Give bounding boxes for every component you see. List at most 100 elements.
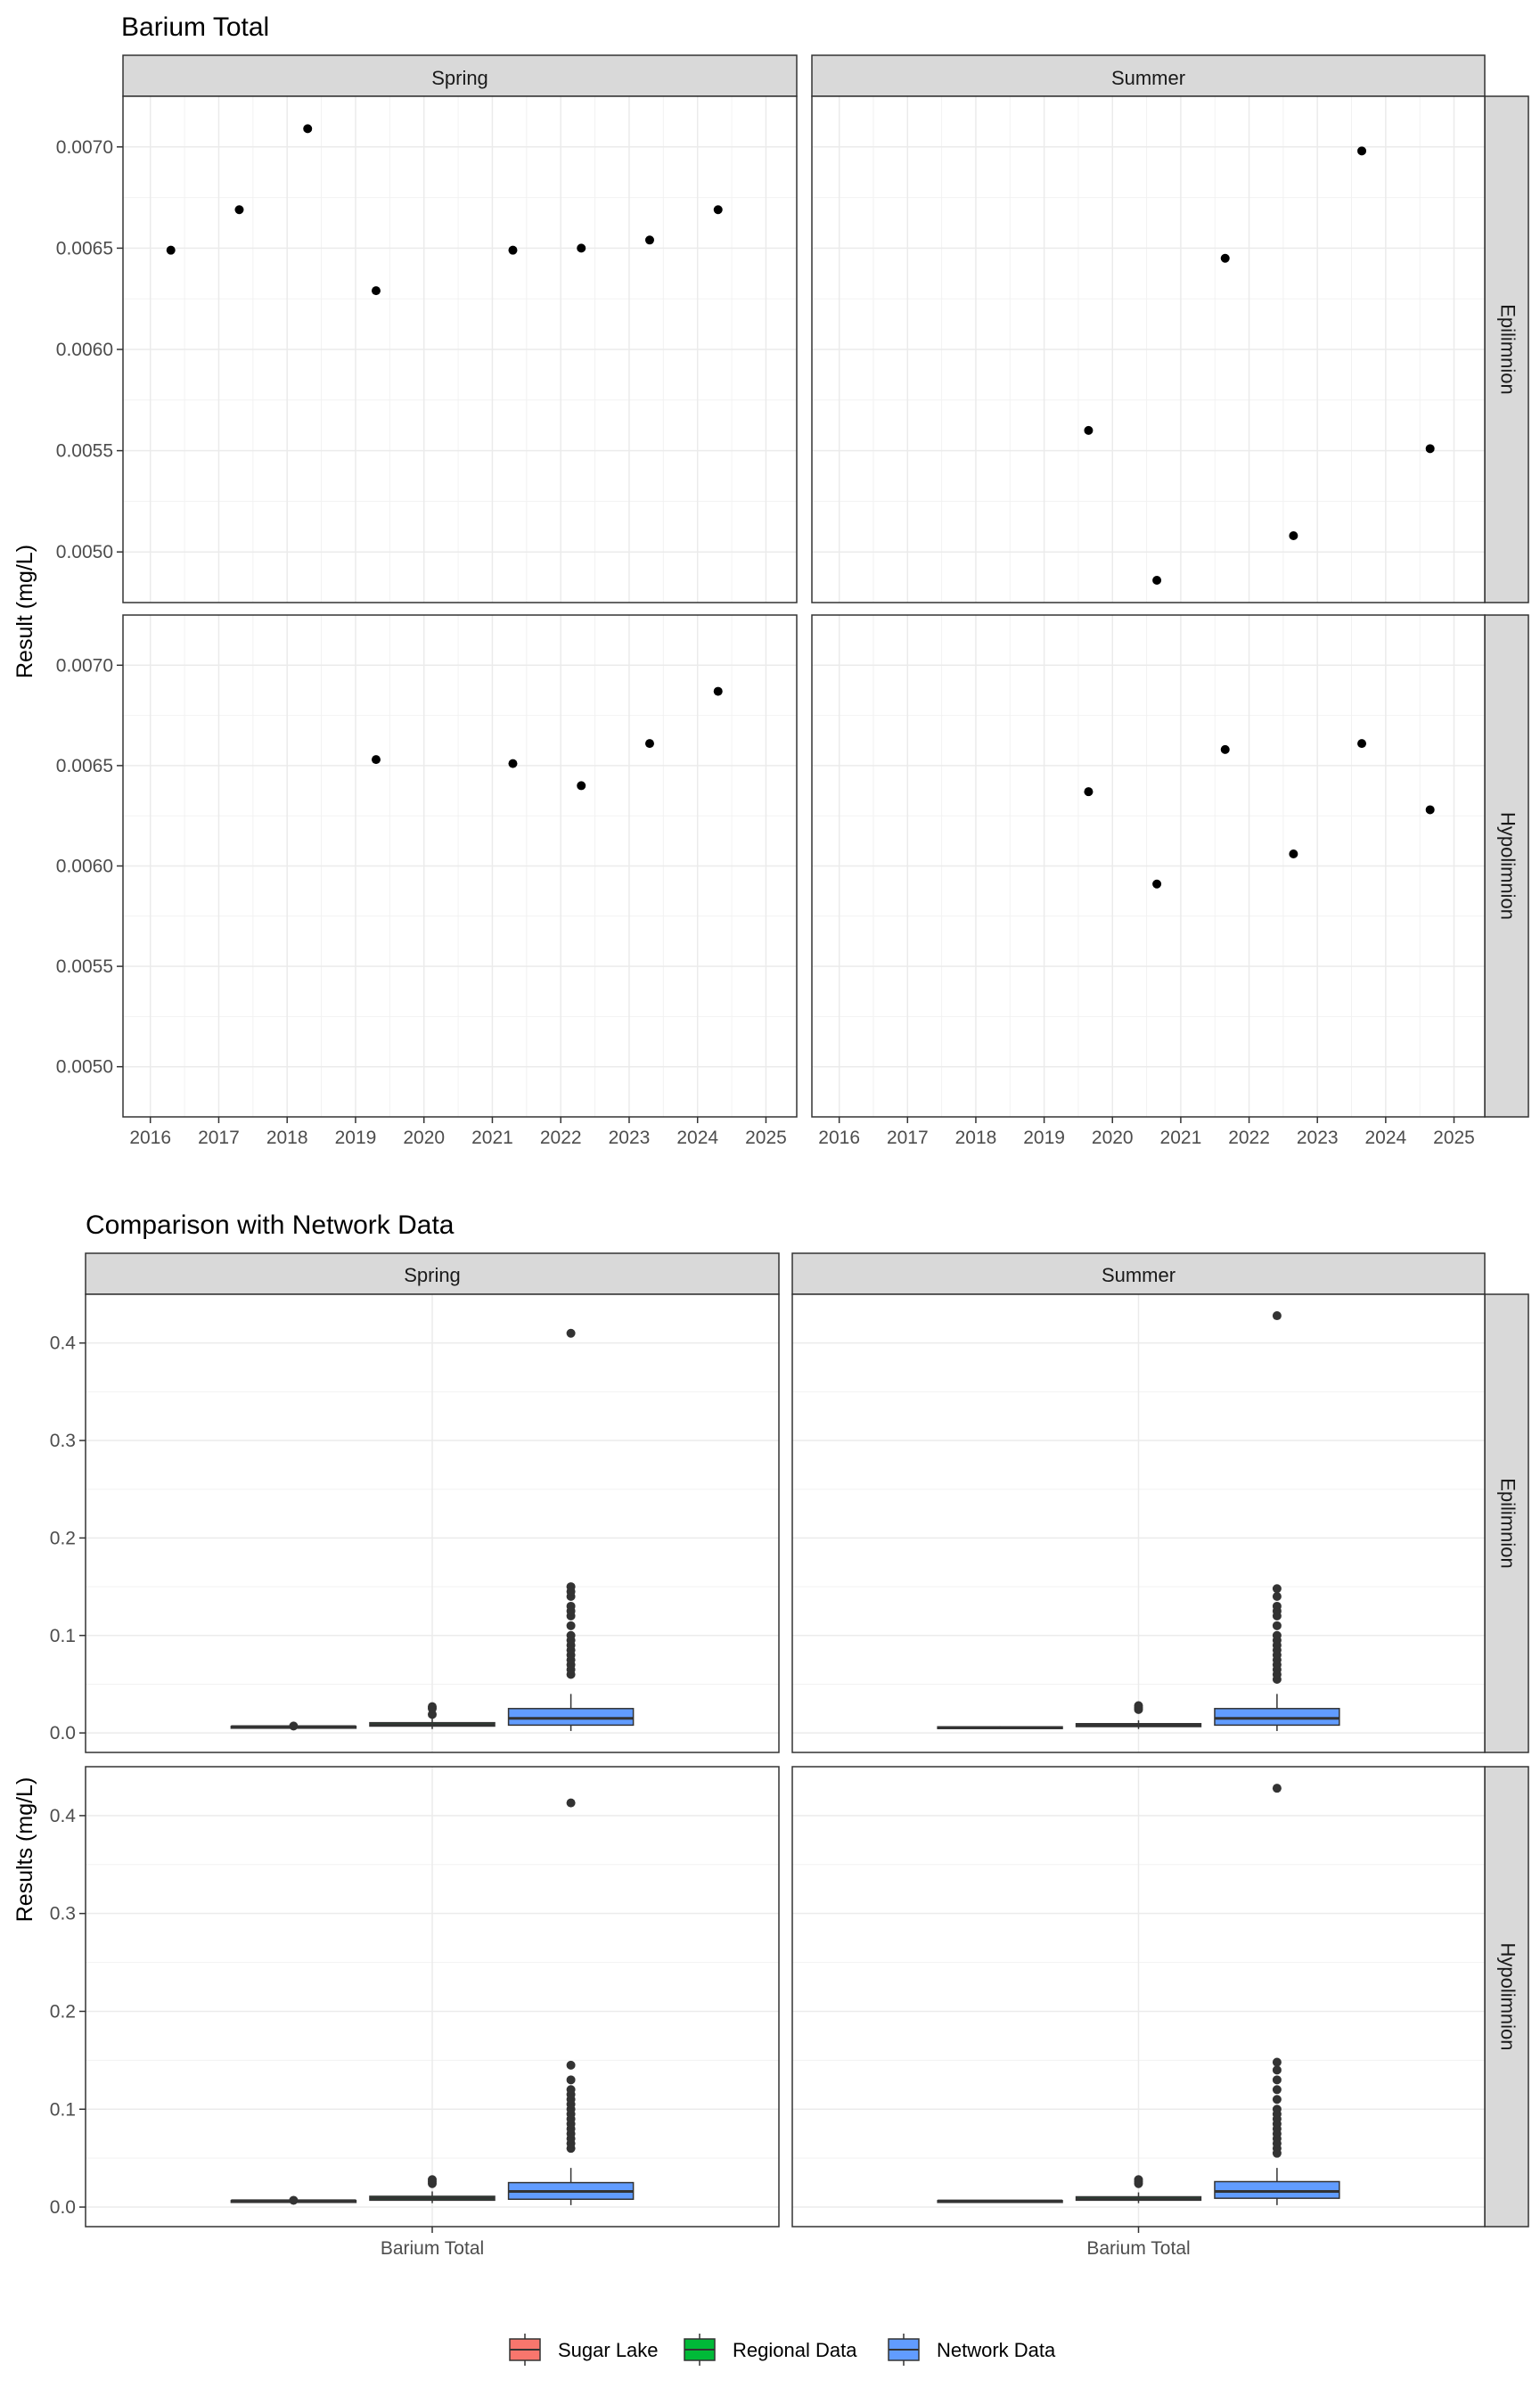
x-tick-label: 2021 [471,1128,513,1148]
x-tick-label: 2023 [1297,1128,1339,1148]
y-tick-label: 0.0 [50,1723,76,1744]
outlier-point [289,1721,299,1731]
x-tick-label: 2024 [676,1128,718,1148]
box-network-data [1214,1311,1340,1731]
data-point [508,759,518,768]
box-panel-summer-hypolimnion [791,1766,1486,2228]
facet-strip-label: Summer [1102,1264,1175,1286]
outlier-point [566,1621,576,1630]
box-network-data [507,1328,635,1731]
facet-strip-label: Hypolimnion [1497,812,1520,920]
outlier-point [1272,1784,1282,1793]
y-tick-label: 0.2 [50,1528,76,1548]
legend-key-network-data [888,2334,920,2366]
outlier-point [1272,1601,1282,1611]
x-tick-label: 2022 [1228,1128,1270,1148]
scatter-panel-spring-hypolimnion [122,614,798,1118]
y-tick-label: 0.0 [50,2197,76,2218]
data-point [371,755,381,765]
x-tick-label: 2020 [403,1128,445,1148]
y-tick-label: 0.0060 [56,340,113,360]
box-regional-data [369,2175,496,2203]
outlier-point [1272,1630,1282,1640]
outlier-point [1272,1621,1282,1630]
outlier-point [1272,2065,1282,2075]
box-regional-data [1075,2175,1202,2203]
x-tick-label: 2025 [745,1128,787,1148]
box-sugar-lake [230,1721,357,1731]
box-sugar-lake [937,2199,1063,2203]
y-tick-label: 0.0050 [56,542,113,562]
data-point [1220,744,1230,754]
x-tick-label: 2023 [609,1128,651,1148]
outlier-point [1272,2095,1282,2105]
data-point [1425,444,1435,454]
box-panel-spring-hypolimnion [85,1766,780,2228]
data-point [644,739,654,749]
facet-strip-hypolimnion [1484,614,1529,1118]
facet-strip-label: Spring [404,1264,461,1286]
y-tick-label: 0.0060 [56,857,113,877]
outlier-point [1272,2057,1282,2067]
y-tick-label: 0.3 [50,1431,76,1451]
panel-border [85,1293,780,1753]
y-tick-label: 0.3 [50,1904,76,1924]
box-network-data [507,1798,635,2205]
data-point [1357,146,1367,156]
scatter-facet-grid: Spring Summer Epilimnion Hypolimnion 0.0050 0… [56,54,1529,1148]
facet-strip-spring [122,54,798,97]
data-point [371,286,381,296]
data-point [1357,739,1367,749]
box-y-axis-label: Results (mg/L) [12,1777,37,1923]
data-point [1425,805,1435,815]
facet-strip-label: Spring [431,67,488,89]
outlier-point [566,1582,576,1592]
box-body [1214,1708,1340,1727]
data-point [234,205,244,215]
box-panel-spring-epilimnion [85,1293,780,1753]
data-point [1289,849,1298,858]
outlier-point [1272,2105,1282,2114]
outlier-point [1272,1311,1282,1321]
y-tick-label: 0.0050 [56,1057,113,1078]
outlier-point [566,1630,576,1640]
facet-strip-label: Epilimnion [1497,1478,1520,1569]
data-point [166,245,176,255]
x-tick-label: 2018 [266,1128,308,1148]
box-sugar-lake [937,1726,1063,1729]
y-tick-label: 0.0070 [56,137,113,158]
data-point [303,124,313,134]
y-tick-label: 0.2 [50,2001,76,2022]
outlier-point [566,2085,576,2095]
outlier-point [1134,1701,1143,1711]
facet-strip-spring [85,1252,780,1295]
outlier-point [1134,2175,1143,2185]
outlier-point [566,1328,576,1338]
data-point [713,205,723,215]
panel-border [811,95,1486,603]
box-regional-data [1075,1701,1202,1729]
facet-strip-hypolimnion [1484,1766,1529,2228]
x-tick-label: 2016 [129,1128,171,1148]
legend-key-regional-data [684,2334,716,2366]
outlier-point [1272,1584,1282,1594]
data-point [508,245,518,255]
x-tick-label: 2019 [1023,1128,1065,1148]
outlier-point [428,1702,437,1711]
y-tick-label: 0.4 [50,1806,77,1826]
x-tick-label: 2019 [335,1128,377,1148]
scatter-title: Barium Total [121,12,269,42]
legend: Sugar Lake Regional Data Network Data [509,2334,1056,2366]
x-tick-label: 2016 [818,1128,860,1148]
data-point [577,243,586,253]
y-tick-label: 0.0065 [56,238,113,258]
outlier-point [289,2195,299,2205]
scatter-panel-summer-epilimnion [811,95,1486,603]
scatter-panel-spring-epilimnion [122,95,798,603]
y-tick-label: 0.1 [50,1626,76,1646]
box-sugar-lake [230,2195,357,2205]
x-tick-label: 2017 [887,1128,929,1148]
x-tick-label: 2025 [1433,1128,1475,1148]
x-tick-label: Barium Total [381,2238,484,2259]
